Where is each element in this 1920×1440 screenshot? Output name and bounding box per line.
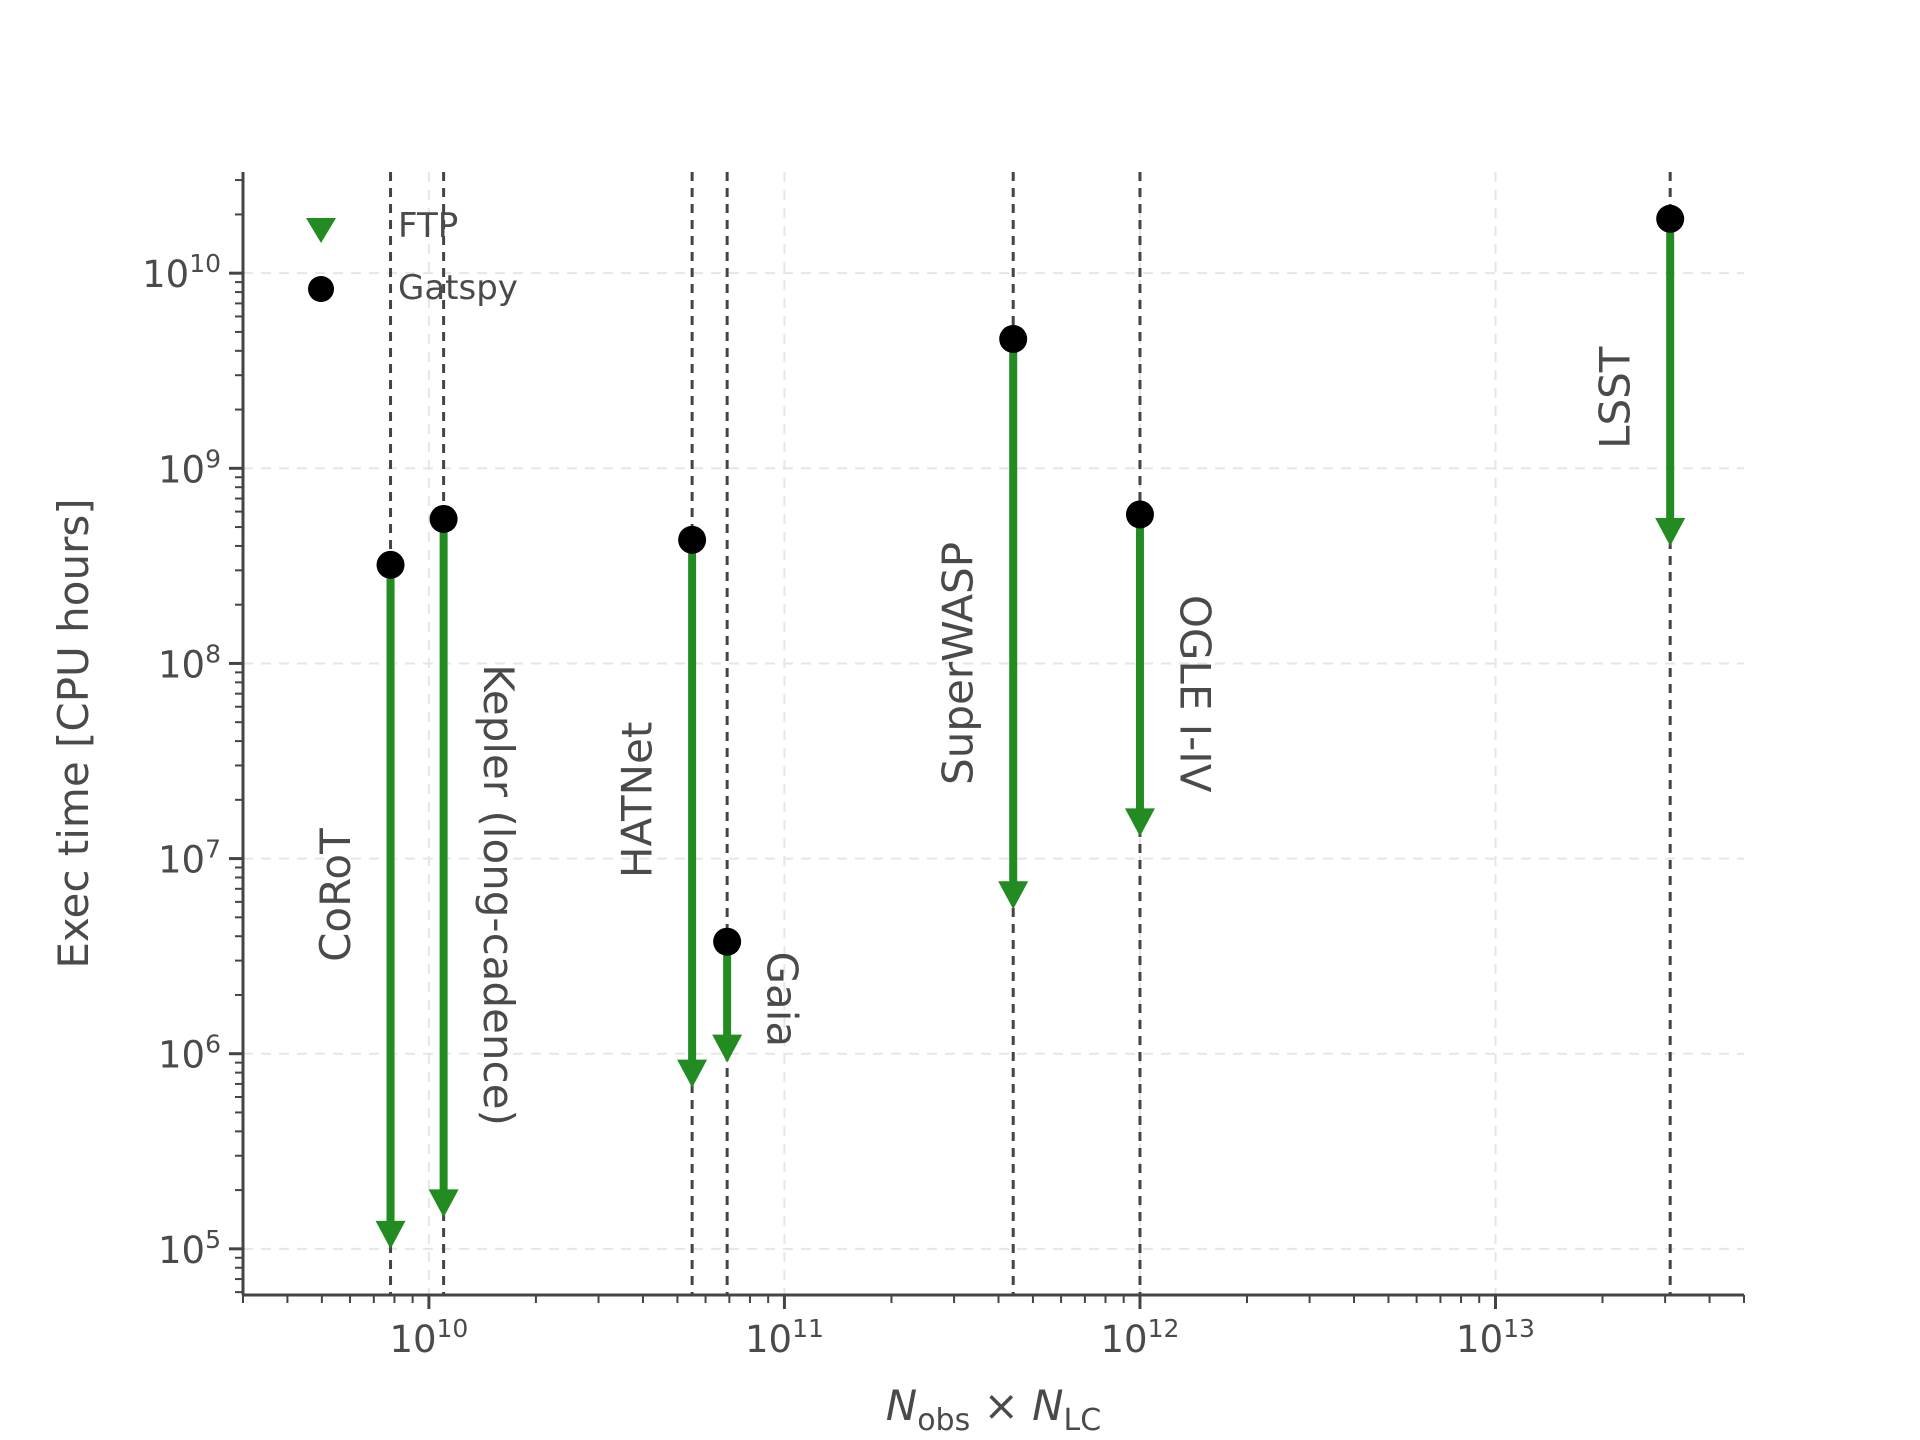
x-tick-label: 1010 <box>389 1314 468 1361</box>
survey-label: SuperWASP <box>934 542 983 785</box>
gatspy-point <box>678 525 707 554</box>
gatspy-point <box>1656 204 1685 233</box>
x-tick-label: 1013 <box>1456 1314 1535 1361</box>
legend-gatspy-marker <box>308 276 334 302</box>
survey-label: HATNet <box>613 722 662 878</box>
survey-label: OGLE I-IV <box>1170 595 1219 793</box>
ftp-point <box>1124 808 1155 837</box>
x-tick-label: 1011 <box>745 1314 824 1361</box>
survey-label: Gaia <box>758 951 807 1047</box>
y-tick-label: 107 <box>158 835 221 882</box>
ftp-point <box>712 1034 743 1063</box>
y-tick-label: 109 <box>158 444 221 491</box>
gatspy-point <box>999 324 1028 353</box>
y-tick-label: 108 <box>158 639 221 686</box>
x-tick-label: 1012 <box>1101 1314 1180 1361</box>
legend-ftp-marker <box>306 218 336 243</box>
y-tick-label: 105 <box>158 1225 221 1272</box>
gatspy-point <box>429 504 458 533</box>
y-tick-label: 1010 <box>142 249 221 296</box>
ftp-point <box>677 1059 708 1088</box>
ftp-point <box>1655 517 1686 546</box>
legend-gatspy-label: Gatspy <box>398 268 518 308</box>
legend-ftp-label: FTP <box>398 206 458 246</box>
ftp-point <box>375 1220 406 1249</box>
gatspy-point <box>713 927 742 956</box>
survey-label: Kepler (long-cadence) <box>474 664 523 1126</box>
gatspy-point <box>1125 500 1154 529</box>
y-axis-label: Exec time [CPU hours] <box>49 498 98 968</box>
ftp-point <box>428 1189 459 1218</box>
ftp-point <box>998 881 1029 910</box>
gatspy-point <box>376 550 405 579</box>
x-axis-label: Nobs × NLC <box>886 1381 1101 1438</box>
survey-label: LSST <box>1591 346 1640 449</box>
survey-label: CoRoT <box>311 828 360 962</box>
y-tick-label: 106 <box>158 1030 221 1077</box>
